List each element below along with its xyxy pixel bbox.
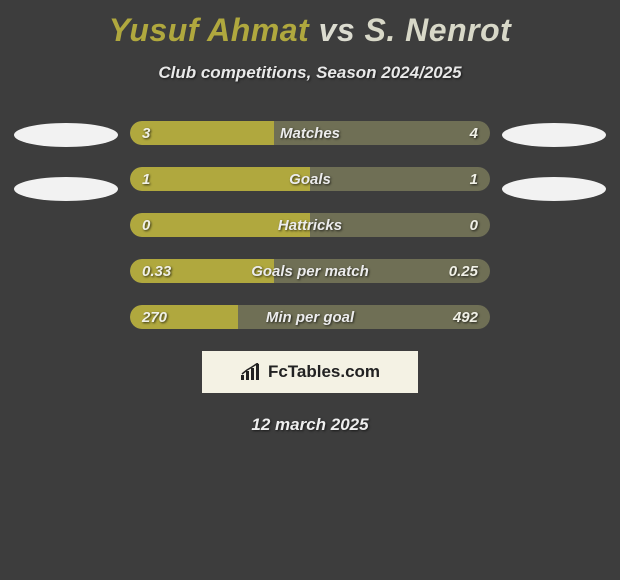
stat-right-value: 492 xyxy=(453,305,478,329)
stat-bar: 0.33Goals per match0.25 xyxy=(130,259,490,283)
stat-bar-left-fill xyxy=(130,167,310,191)
stat-right-value: 1 xyxy=(470,167,478,191)
stat-bar: 3Matches4 xyxy=(130,121,490,145)
stat-left-value: 0.33 xyxy=(142,259,171,283)
subtitle: Club competitions, Season 2024/2025 xyxy=(0,63,620,83)
stat-right-value: 0 xyxy=(470,213,478,237)
chart-icon xyxy=(240,363,262,381)
brand-box: FcTables.com xyxy=(202,351,418,393)
stat-bar-left-fill xyxy=(130,213,310,237)
stat-bar: 0Hattricks0 xyxy=(130,213,490,237)
stats-column: 3Matches4 1Goals1 0Hattricks0 0.33Goals per… xyxy=(124,121,496,329)
player1-badge-ellipse xyxy=(14,123,118,147)
stat-left-value: 270 xyxy=(142,305,167,329)
right-side-column xyxy=(496,121,612,201)
player2-badge-ellipse xyxy=(502,177,606,201)
player1-name: Yusuf Ahmat xyxy=(109,12,309,48)
comparison-title: Yusuf Ahmat vs S. Nenrot xyxy=(0,0,620,49)
stat-bar: 1Goals1 xyxy=(130,167,490,191)
stat-right-value: 0.25 xyxy=(449,259,478,283)
player2-badge-ellipse xyxy=(502,123,606,147)
stat-left-value: 3 xyxy=(142,121,150,145)
vs-text: vs xyxy=(319,12,356,48)
stat-bar-left-fill xyxy=(130,121,274,145)
stat-left-value: 1 xyxy=(142,167,150,191)
left-side-column xyxy=(8,121,124,201)
stat-bar: 270Min per goal492 xyxy=(130,305,490,329)
date-line: 12 march 2025 xyxy=(0,415,620,435)
stat-left-value: 0 xyxy=(142,213,150,237)
brand-text: FcTables.com xyxy=(268,362,380,382)
player2-name: S. Nenrot xyxy=(365,12,512,48)
content-row: 3Matches4 1Goals1 0Hattricks0 0.33Goals per… xyxy=(0,121,620,329)
player1-badge-ellipse xyxy=(14,177,118,201)
stat-right-value: 4 xyxy=(470,121,478,145)
